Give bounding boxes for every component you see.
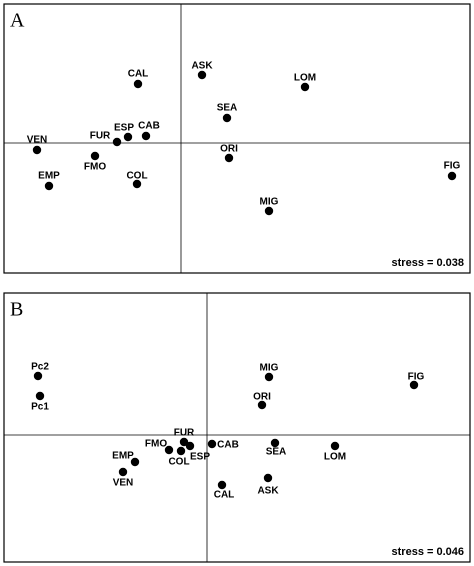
point-label: CAL xyxy=(128,69,149,80)
point xyxy=(257,400,267,410)
point-label: ASK xyxy=(257,486,279,497)
point-label: COL xyxy=(126,171,147,182)
point-label: LOM xyxy=(294,73,316,84)
point xyxy=(270,438,280,448)
point xyxy=(179,437,189,447)
point-label: EMP xyxy=(38,171,60,182)
point-label: FUR xyxy=(174,428,195,439)
point xyxy=(185,441,195,451)
point-label: CAB xyxy=(138,121,160,132)
point xyxy=(176,446,186,456)
panel-letter: A xyxy=(10,10,25,32)
point-label: FMO xyxy=(145,439,167,450)
point xyxy=(33,371,43,381)
point xyxy=(263,473,273,483)
point-label: MIG xyxy=(260,197,279,208)
point-label: SEA xyxy=(266,447,287,458)
stress-label: stress = 0.038 xyxy=(392,257,464,269)
point-label: ORI xyxy=(220,144,238,155)
point-label: CAB xyxy=(217,440,239,451)
plot-frame xyxy=(3,3,471,274)
point-label: FIG xyxy=(408,372,425,383)
point xyxy=(32,145,42,155)
point-label: ESP xyxy=(190,452,210,463)
point-label: FUR xyxy=(90,131,111,142)
point-label: FMO xyxy=(84,162,106,173)
point xyxy=(123,132,133,142)
point xyxy=(133,79,143,89)
point xyxy=(90,151,100,161)
panel-letter: B xyxy=(10,299,23,321)
point xyxy=(44,181,54,191)
point xyxy=(141,131,151,141)
point-label: CAL xyxy=(214,490,235,501)
point-label: ORI xyxy=(253,392,271,403)
point-label: FIG xyxy=(444,161,461,172)
point xyxy=(197,70,207,80)
point xyxy=(112,137,122,147)
point xyxy=(224,153,234,163)
point-label: SEA xyxy=(217,103,238,114)
point xyxy=(409,380,419,390)
point xyxy=(447,171,457,181)
point xyxy=(217,480,227,490)
point-label: Pc1 xyxy=(31,402,49,413)
point-label: EMP xyxy=(112,451,134,462)
point-label: Pc2 xyxy=(31,362,49,373)
point xyxy=(330,441,340,451)
point xyxy=(35,391,45,401)
point-label: VEN xyxy=(113,478,134,489)
point xyxy=(264,372,274,382)
point-label: VEN xyxy=(27,135,48,146)
point xyxy=(264,206,274,216)
point-label: COL xyxy=(168,457,189,468)
point xyxy=(130,457,140,467)
point-label: ASK xyxy=(191,61,213,72)
plot-frame xyxy=(3,292,471,563)
point-label: ESP xyxy=(114,123,134,134)
point xyxy=(222,113,232,123)
stress-label: stress = 0.046 xyxy=(392,546,464,558)
point xyxy=(207,439,217,449)
point xyxy=(118,467,128,477)
point-label: LOM xyxy=(324,452,346,463)
point xyxy=(300,82,310,92)
point xyxy=(132,179,142,189)
point-label: MIG xyxy=(260,363,279,374)
point xyxy=(164,445,174,455)
